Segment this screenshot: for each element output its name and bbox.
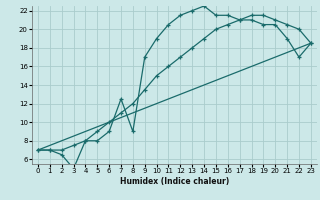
X-axis label: Humidex (Indice chaleur): Humidex (Indice chaleur) [120,177,229,186]
